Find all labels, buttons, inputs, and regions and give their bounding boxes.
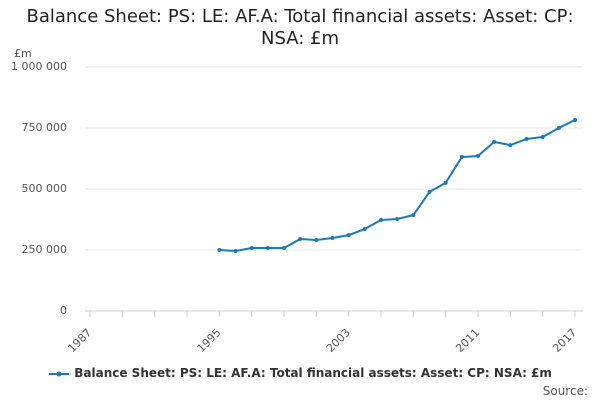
point <box>314 237 319 242</box>
point <box>443 180 448 185</box>
point <box>573 117 577 122</box>
x-tick-label: 2003 <box>324 326 353 355</box>
y-tick-label: 500 000 <box>22 182 68 195</box>
y-tick-label: 750 000 <box>22 121 68 134</box>
point <box>476 154 480 159</box>
y-tick-label: 0 <box>60 304 67 317</box>
legend[interactable]: Balance Sheet: PS: LE: AF.A: Total finan… <box>0 366 600 380</box>
x-tick-label: 1995 <box>195 326 224 355</box>
point <box>362 227 367 232</box>
legend-label: Balance Sheet: PS: LE: AF.A: Total finan… <box>74 366 552 380</box>
point <box>379 217 383 222</box>
point <box>459 155 464 160</box>
point <box>508 143 513 148</box>
x-tick-label: 2017 <box>550 326 579 355</box>
point <box>233 248 238 253</box>
point <box>492 139 497 144</box>
y-tick-label: 250 000 <box>22 243 68 256</box>
source: Source: <box>542 384 588 398</box>
legend-swatch <box>49 371 70 376</box>
point <box>411 213 416 218</box>
x-tick-label: 2011 <box>453 326 482 355</box>
point <box>395 217 400 222</box>
point <box>282 246 286 251</box>
point <box>556 126 561 130</box>
y-unit: £m <box>14 47 32 60</box>
x-tick-label: 1987 <box>65 326 94 355</box>
point <box>249 246 254 251</box>
point <box>298 237 303 242</box>
series-line <box>219 119 576 252</box>
legend-marker <box>56 371 62 376</box>
chart-title: Balance Sheet: PS: LE: AF.A: Total finan… <box>26 6 574 49</box>
point <box>330 236 335 241</box>
point <box>427 189 432 194</box>
y-tick-label: 1 000 000 <box>11 60 67 73</box>
point <box>346 233 351 238</box>
point <box>217 248 222 252</box>
point <box>265 246 270 251</box>
point <box>540 135 545 140</box>
point <box>524 136 529 141</box>
